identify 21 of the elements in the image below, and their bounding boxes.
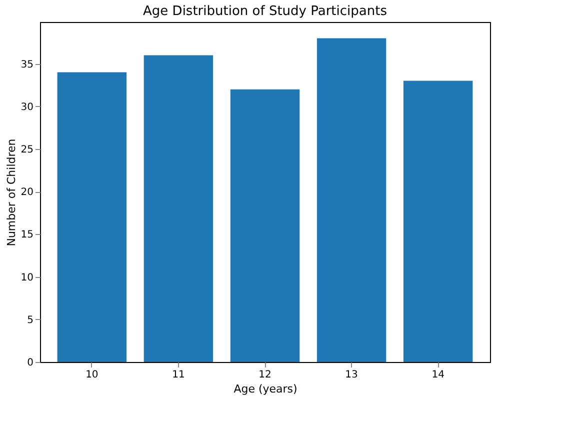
y-tick-label: 35 [20, 59, 34, 70]
y-tick-label: 30 [20, 102, 34, 113]
x-tick-label: 11 [172, 370, 185, 380]
chart-title: Age Distribution of Study Participants [143, 4, 388, 19]
x-tick-label: 10 [86, 370, 98, 380]
bar [403, 80, 473, 362]
y-axis-title: Number of Children [4, 138, 18, 246]
x-tick-label: 14 [432, 370, 444, 380]
x-tick-label: 12 [258, 370, 272, 380]
bar [144, 55, 214, 362]
y-tick-label: 5 [27, 314, 34, 326]
y-tick-label: 0 [27, 358, 34, 368]
y-tick-label: 25 [20, 144, 34, 156]
y-tick-label: 10 [20, 272, 34, 284]
bar [57, 72, 127, 362]
x-axis-title: Age (years) [234, 382, 298, 396]
y-tick-label: 20 [20, 187, 34, 198]
bar [230, 89, 300, 362]
bar [316, 38, 386, 362]
x-tick-label: 13 [345, 370, 358, 380]
y-tick-label: 15 [20, 230, 34, 241]
